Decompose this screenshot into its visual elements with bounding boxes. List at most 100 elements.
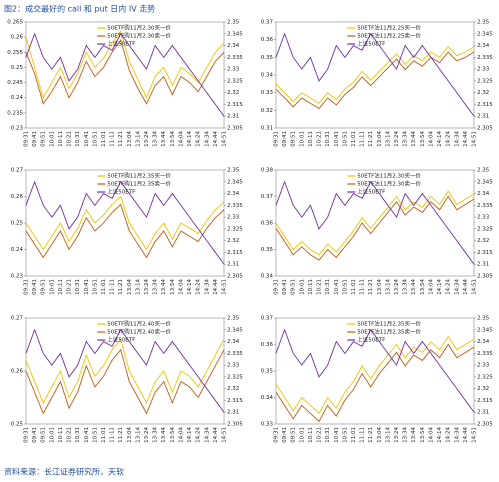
series-line [25,195,225,251]
x-tick-label: 11:11 [360,427,366,443]
x-tick-label: 10:31 [325,279,331,295]
x-tick-label: 09:51 [41,427,47,443]
x-tick-label: 14:14 [187,279,193,295]
y-tick-label: 0.31 [261,126,273,132]
x-tick-label: 10:51 [92,131,98,147]
y2-tick-label: 2.31 [477,410,489,416]
x-tick-label: 10:11 [308,279,314,295]
x-tick-label: 11:11 [110,427,116,443]
y2-tick-label: 2.34 [477,191,490,197]
y2-tick-label: 2.335 [227,351,243,357]
y-tick-label: 0.245 [7,80,23,86]
y-tick-label: 0.37 [261,194,274,200]
y-tick-label: 0.32 [261,108,273,114]
x-tick-label: 14:24 [446,131,452,147]
y-tick-label: 0.26 [11,35,24,41]
x-tick-label: 10:01 [299,279,305,295]
series-line [275,195,475,261]
y2-tick-label: 2.32 [477,238,489,244]
y2-tick-label: 2.35 [477,316,490,322]
legend-label: 50ETF沽11月2.25卖一价 [357,32,421,40]
legend-label: 50ETF沽11月2.30卖一价 [357,180,421,188]
y2-tick-label: 2.345 [227,179,243,185]
x-tick-label: 14:24 [196,279,202,295]
x-tick-label: 14:44 [463,279,469,295]
x-tick-label: 13:24 [394,427,400,443]
x-tick-label: 09:51 [41,279,47,295]
x-tick-label: 10:01 [299,427,305,443]
x-tick-label: 13:54 [420,427,426,443]
x-tick-label: 11:21 [118,279,124,295]
x-tick-label: 13:14 [385,279,391,295]
legend-label: 上证50ETF [107,188,135,196]
legend-label: 50ETF沽11月2.35买一价 [357,320,421,328]
y-tick-label: 0.26 [11,369,24,375]
y-tick-label: 0.33 [261,422,274,428]
x-tick-label: 14:04 [428,279,434,295]
x-tick-label: 13:04 [127,279,133,295]
x-tick-label: 10:21 [67,131,73,147]
x-tick-label: 14:34 [204,131,210,147]
y2-tick-label: 2.315 [477,398,493,404]
series-line [25,348,225,415]
y2-tick-label: 2.345 [477,179,493,185]
x-tick-label: 14:44 [463,427,469,443]
x-tick-label: 11:11 [110,131,116,147]
y2-tick-label: 2.315 [227,250,243,256]
x-tick-label: 11:21 [118,427,124,443]
x-tick-label: 14:51 [222,427,228,443]
y-tick-label: 0.26 [11,194,24,200]
legend-label: 50ETF购11月2.35卖一价 [107,180,171,188]
y2-tick-label: 2.345 [477,31,493,37]
x-tick-label: 11:01 [101,427,107,443]
x-tick-label: 13:34 [403,279,409,295]
x-tick-label: 10:01 [49,279,55,295]
series-line [275,190,475,256]
x-tick-label: 14:44 [213,427,219,443]
x-tick-label: 09:31 [24,279,30,295]
y2-tick-label: 2.325 [477,226,493,232]
x-tick-label: 11:21 [368,279,374,295]
y-tick-label: 0.34 [261,395,274,401]
x-tick-label: 13:24 [394,131,400,147]
y2-tick-label: 2.35 [227,168,240,174]
legend-label: 上证50ETF [357,336,385,344]
x-tick-label: 09:41 [282,279,288,295]
x-tick-label: 14:24 [196,131,202,147]
x-tick-label: 10:01 [299,131,305,147]
x-tick-label: 14:51 [472,279,478,295]
x-tick-label: 14:04 [178,427,184,443]
x-tick-label: 13:44 [411,427,417,443]
x-tick-label: 10:51 [342,131,348,147]
y2-tick-label: 2.315 [477,102,493,108]
x-tick-label: 11:01 [101,131,107,147]
x-tick-label: 13:54 [170,131,176,147]
y-tick-label: 0.24 [11,247,24,253]
y2-tick-label: 2.35 [227,316,240,322]
series-line [275,32,475,117]
y-tick-label: 0.27 [11,168,24,174]
x-tick-label: 10:51 [342,427,348,443]
x-tick-label: 13:44 [411,131,417,147]
legend-label: 上证50ETF [107,336,135,344]
plot-frame [25,21,225,129]
series-line [25,39,225,105]
legend-label: 50ETF沽11月2.30买一价 [357,172,421,180]
x-tick-label: 13:34 [153,427,159,443]
x-tick-label: 14:24 [446,427,452,443]
x-tick-label: 10:41 [334,131,340,147]
y2-tick-label: 2.335 [227,203,243,209]
y2-tick-label: 2.33 [477,67,490,73]
x-tick-label: 13:54 [420,131,426,147]
x-tick-label: 13:04 [377,279,383,295]
y-tick-label: 0.37 [261,20,274,26]
y2-tick-label: 2.35 [477,168,490,174]
y-tick-label: 0.35 [261,55,274,61]
y-tick-label: 0.23 [11,274,24,280]
x-tick-label: 10:11 [58,131,64,147]
x-tick-label: 09:41 [32,279,38,295]
x-tick-label: 10:11 [308,131,314,147]
y2-tick-label: 2.325 [227,78,243,84]
x-tick-label: 11:11 [110,279,116,295]
x-tick-label: 13:44 [161,279,167,295]
